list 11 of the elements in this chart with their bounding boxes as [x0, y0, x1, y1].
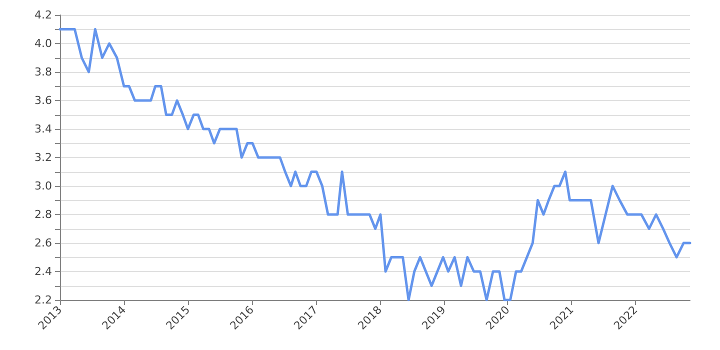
y-tick-label: 2.8 — [34, 208, 52, 221]
y-tick-label: 3.4 — [34, 122, 52, 136]
y-tick-label: 2.6 — [34, 236, 52, 250]
y-tick-label: 3.6 — [34, 94, 52, 107]
y-tick-label: 3.0 — [34, 180, 52, 192]
y-tick-label: 4.2 — [34, 8, 52, 22]
y-tick-label: 3.2 — [34, 151, 52, 164]
y-tick-label: 2.2 — [34, 294, 52, 306]
y-tick-label: 4.0 — [34, 37, 52, 50]
y-tick-label: 3.8 — [34, 66, 52, 78]
y-tick-label: 2.4 — [34, 265, 52, 278]
